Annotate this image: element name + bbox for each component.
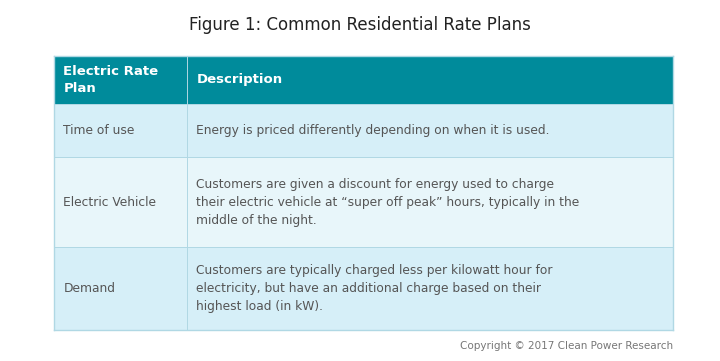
Text: Electric Rate
Plan: Electric Rate Plan: [63, 65, 158, 95]
Text: Figure 1: Common Residential Rate Plans: Figure 1: Common Residential Rate Plans: [189, 16, 531, 34]
Text: Energy is priced differently depending on when it is used.: Energy is priced differently depending o…: [197, 124, 550, 137]
Text: Electric Vehicle: Electric Vehicle: [63, 196, 156, 209]
Text: Time of use: Time of use: [63, 124, 135, 137]
Text: Description: Description: [197, 73, 283, 87]
Text: Customers are typically charged less per kilowatt hour for
electricity, but have: Customers are typically charged less per…: [197, 264, 553, 313]
Text: Copyright © 2017 Clean Power Research: Copyright © 2017 Clean Power Research: [460, 341, 673, 351]
Text: Demand: Demand: [63, 282, 115, 295]
Text: Customers are given a discount for energy used to charge
their electric vehicle : Customers are given a discount for energ…: [197, 178, 580, 227]
